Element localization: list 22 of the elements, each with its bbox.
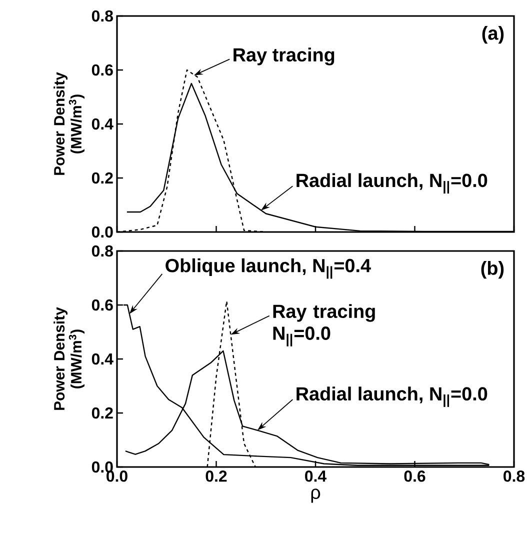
x-tick-label: 0.6 [404, 470, 426, 482]
annotation: Radial launch, N$_{||}$=0.0 [296, 386, 488, 407]
annotation: (a) [482, 26, 504, 44]
annotation: Oblique launch, N$_{||}$=0.4 [166, 258, 371, 279]
x-axis-title: ρ [311, 488, 320, 503]
y-tick-label: 0.6 [92, 299, 113, 311]
y-tick-label: 0.4 [92, 353, 114, 365]
annotation: Ray tracing [234, 48, 334, 66]
x-tick-label: 0.8 [504, 470, 525, 482]
x-tick-label: 0.4 [305, 470, 326, 482]
annotation: Radial launch, N$_{||}$=0.0 [296, 173, 488, 194]
y-tick-label: 0.6 [92, 64, 113, 76]
y-tick-label: 0.0 [92, 461, 113, 473]
y-tick-label: 0.4 [92, 118, 114, 130]
y-tick-label: 0.2 [92, 407, 113, 419]
x-tick-label: 0.2 [206, 470, 227, 482]
annotation: Ray tracing N$_{||}$=0.0 [273, 304, 375, 346]
y-tick-label: 0.8 [92, 245, 113, 257]
y-tick-label: 0.8 [92, 10, 113, 22]
y-tick-label: 0.2 [92, 172, 113, 184]
annotation: (b) [481, 260, 504, 279]
y-tick-label: 0.0 [92, 226, 113, 238]
